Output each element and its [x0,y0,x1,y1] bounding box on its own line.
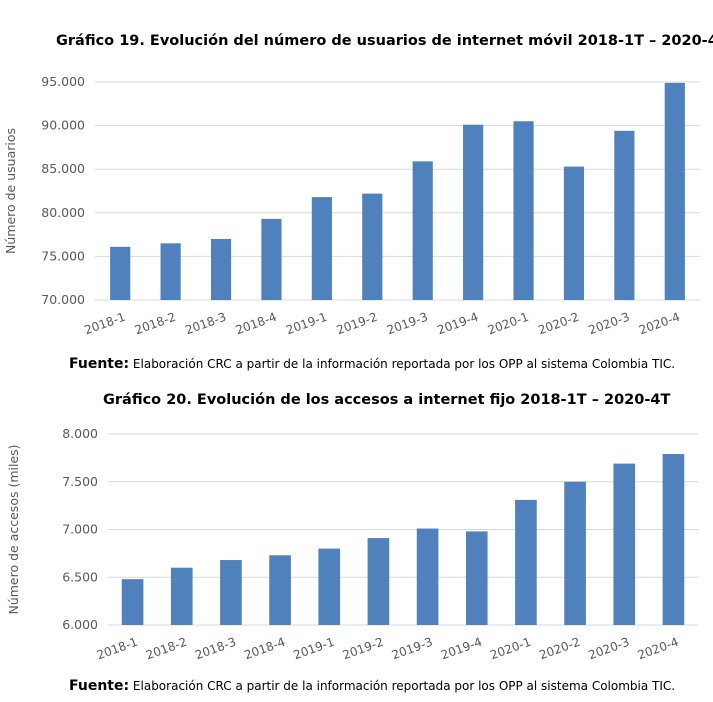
chart2-bar [515,499,537,625]
chart2-ytick-label: 6.000 [62,617,98,632]
chart2-bar [318,548,341,625]
chart1-ytick-label: 85.000 [41,161,85,176]
chart2-ylabel: Número de accesos (miles) [6,444,21,614]
chart1-bar [412,161,433,300]
chart2-ytick-label: 7.500 [62,474,98,489]
chart2-ytick-label: 7.000 [62,522,98,537]
chart1-bar [463,124,484,300]
chart1-ytick-label: 90.000 [41,118,85,133]
chart2-bar [170,567,193,625]
chart2-xtick-label: 2020-3 [587,635,632,663]
chart2-xtick-label: 2019-4 [439,635,484,663]
chart2-source: Fuente: Elaboración CRC a partir de la i… [69,678,675,694]
chart2-title: Gráfico 20. Evolución de los accesos a i… [103,392,671,408]
chart1-bar [513,121,534,301]
chart2-source-text: Elaboración CRC a partir de la informaci… [132,679,676,693]
chart1-bar [563,166,585,300]
chart2-ytick-label: 8.000 [62,426,98,441]
chart2-ytick-label: 6.500 [62,569,98,584]
chart2-bar [220,560,242,625]
chart1-source: Fuente: Elaboración CRC a partir de la i… [69,356,675,372]
chart2-xtick-label: 2020-1 [488,635,533,663]
chart2-bar [662,454,685,625]
chart1-bar [160,243,181,300]
chart2-xtick-label: 2018-4 [242,635,287,663]
chart1-bar [210,238,232,300]
chart2-bar [465,531,488,625]
chart1-bar [362,193,383,300]
chart2-xtick-label: 2019-3 [390,635,435,663]
chart2-xtick-label: 2019-2 [341,635,386,663]
chart2-bar [416,528,439,625]
chart2-xtick-label: 2020-4 [636,635,681,663]
chart2-bar [121,579,144,625]
chart1-ytick-label: 95.000 [41,74,85,89]
chart1-gridlines [95,81,700,301]
chart2-bar [269,555,291,625]
chart2-xtick-label: 2018-1 [95,635,140,663]
chart1-title: Gráfico 19. Evolución del número de usua… [56,33,713,49]
chart1-bar [311,197,332,300]
chart2-gridlines [108,433,698,626]
chart1-bar [664,82,685,300]
chart1-ylabel: Número de usuarios [3,128,18,254]
chart2-bar [613,463,636,625]
chart2-xtick-label: 2020-2 [537,635,582,663]
chart1-ytick-label: 70.000 [41,292,85,307]
chart2-bar [564,481,586,625]
chart1-source-prefix: Fuente: [69,356,130,372]
chart2-source-prefix: Fuente: [69,678,130,694]
chart1-bar [110,246,131,300]
chart1-source-text: Elaboración CRC a partir de la informaci… [132,357,676,371]
chart1-bar [261,218,282,300]
chart1-ytick-label: 80.000 [41,205,85,220]
chart2-xtick-label: 2019-1 [292,635,337,663]
chart2-xtick-label: 2018-3 [193,635,238,663]
chart1-ytick-label: 75.000 [41,248,85,263]
chart2-xtick-label: 2018-2 [144,635,189,663]
chart1-plot: 70.00075.00080.00085.00090.00095.0002018… [3,74,700,337]
chart1-bar [614,130,635,300]
chart2-bar [367,538,390,625]
